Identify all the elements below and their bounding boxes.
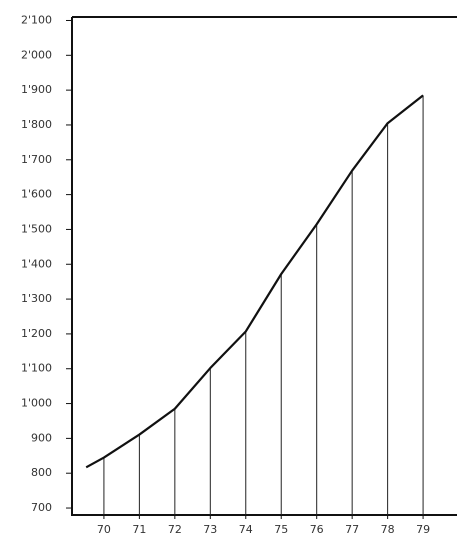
- frame: [71, 16, 457, 516]
- y-tick-label: 2'000: [21, 48, 52, 61]
- x-tick-label: 70: [97, 523, 111, 536]
- x-tick-label: 76: [310, 523, 324, 536]
- line: [85, 94, 424, 469]
- y-tick-label: 1'600: [21, 188, 52, 201]
- x-tick-label: 73: [203, 523, 217, 536]
- y-tick-label: 700: [31, 501, 52, 514]
- y-tick-label: 1'100: [21, 362, 52, 375]
- y-tick-label: 1'800: [21, 118, 52, 131]
- y-tick-label: 1'300: [21, 292, 52, 305]
- y-tick-label: 1'700: [21, 153, 52, 166]
- y-tick-label: 900: [31, 431, 52, 444]
- x-tick-label: 72: [168, 523, 182, 536]
- y-tick-label: 1'000: [21, 397, 52, 410]
- y-tick-label: 1'200: [21, 327, 52, 340]
- x-tick-label: 77: [345, 523, 359, 536]
- y-tick-label: 800: [31, 466, 52, 479]
- y-tick-label: 1'900: [21, 83, 52, 96]
- x-tick-label: 71: [132, 523, 146, 536]
- x-tick-label: 75: [274, 523, 288, 536]
- x-tick-label: 79: [416, 523, 430, 536]
- x-tick-label: 78: [381, 523, 395, 536]
- y-tick-label: 1'400: [21, 257, 52, 270]
- y-tick-label: 1'500: [21, 222, 52, 235]
- y-tick-label: 2'100: [21, 13, 52, 26]
- x-tick-label: 74: [239, 523, 253, 536]
